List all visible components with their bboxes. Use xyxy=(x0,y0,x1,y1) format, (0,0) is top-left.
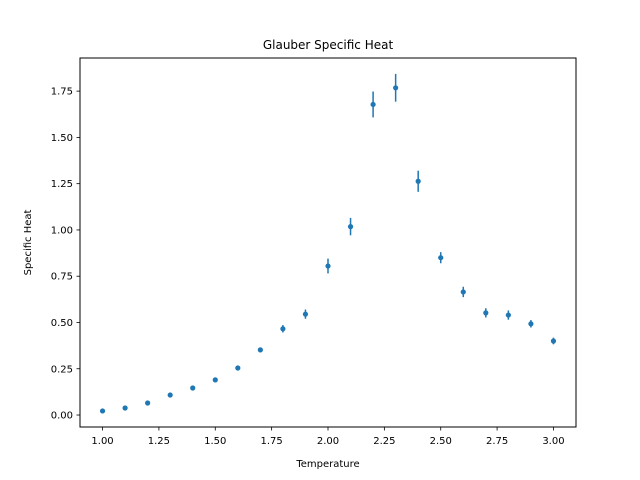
y-tick-label: 1.00 xyxy=(51,225,73,236)
y-tick-label: 1.50 xyxy=(51,133,73,144)
x-tick-label: 1.00 xyxy=(91,436,113,447)
y-axis: 0.00 0.25 0.50 0.75 1.00 1.25 1.50 1.75 xyxy=(51,87,80,422)
y-tick-label: 1.25 xyxy=(51,179,73,190)
data-series xyxy=(99,73,557,414)
chart-title: Glauber Specific Heat xyxy=(263,38,394,52)
y-tick-label: 0.00 xyxy=(51,411,73,422)
x-tick-label: 2.25 xyxy=(373,436,395,447)
data-point xyxy=(460,289,466,295)
data-point xyxy=(280,326,286,332)
data-point xyxy=(257,347,263,353)
x-tick-label: 1.50 xyxy=(204,436,226,447)
data-point xyxy=(302,311,309,317)
data-point xyxy=(325,263,331,269)
y-tick-label: 0.50 xyxy=(51,318,73,329)
data-point xyxy=(483,310,489,316)
data-point xyxy=(145,400,151,406)
x-tick-label: 1.25 xyxy=(148,436,170,447)
data-point xyxy=(370,101,376,108)
data-point xyxy=(393,85,399,91)
data-point xyxy=(550,338,557,344)
data-point xyxy=(167,392,173,398)
y-tick-label: 1.75 xyxy=(51,87,73,98)
x-tick-label: 3.00 xyxy=(542,436,564,447)
x-axis: 1.00 1.25 1.50 1.75 2.00 2.25 2.50 2.75 3.00 xyxy=(91,427,565,447)
data-point xyxy=(505,312,511,318)
data-point xyxy=(438,255,444,261)
x-axis-label: Temperature xyxy=(295,459,359,470)
data-point xyxy=(235,365,241,371)
x-tick-label: 2.00 xyxy=(317,436,339,447)
data-point xyxy=(347,224,354,230)
data-point xyxy=(99,408,106,414)
data-point xyxy=(122,405,128,411)
data-point xyxy=(190,385,196,391)
y-tick-label: 0.75 xyxy=(51,272,73,283)
data-point xyxy=(415,178,421,184)
x-tick-label: 2.50 xyxy=(430,436,452,447)
data-point xyxy=(528,321,534,327)
x-tick-label: 1.75 xyxy=(261,436,283,447)
data-point xyxy=(212,377,218,383)
y-axis-label: Specific Heat xyxy=(23,210,34,276)
y-tick-label: 0.25 xyxy=(51,364,73,375)
x-tick-label: 2.75 xyxy=(486,436,508,447)
